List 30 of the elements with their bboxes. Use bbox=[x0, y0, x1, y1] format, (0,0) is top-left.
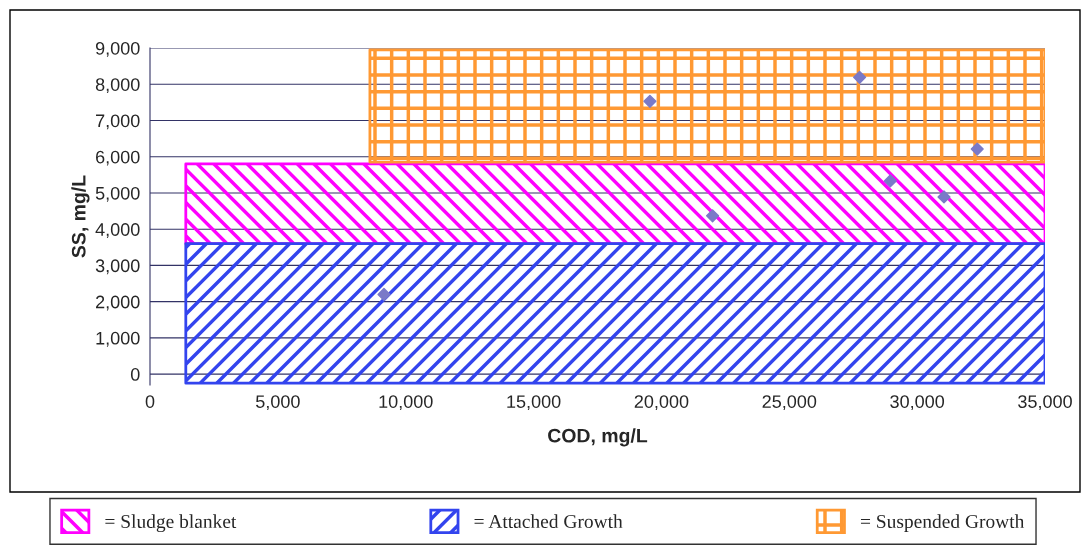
y-tick-label: 9,000 bbox=[95, 41, 140, 57]
point bbox=[883, 174, 897, 188]
y-tick-label: 3,000 bbox=[95, 259, 140, 275]
y-tick-label: 4,000 bbox=[95, 223, 140, 239]
y-tick-label: 2,000 bbox=[96, 295, 140, 311]
y-axis-title: SS, mg/L bbox=[71, 175, 90, 258]
x-tick-label: 0 bbox=[145, 395, 155, 408]
legend-label: = Attached Growth bbox=[474, 514, 623, 529]
y-tick-label: 8,000 bbox=[95, 78, 140, 94]
y-tick-label: 0 bbox=[130, 368, 140, 381]
point bbox=[705, 209, 720, 223]
point bbox=[937, 190, 951, 204]
x-tick-label: 15,000 bbox=[507, 395, 561, 411]
x-tick-label: 5,000 bbox=[255, 395, 300, 411]
legend-label: = Suspended Growth bbox=[860, 514, 1025, 532]
y-tick-label: 5,000 bbox=[95, 186, 140, 202]
x-axis-title: COD, mg/L bbox=[548, 428, 648, 447]
point bbox=[853, 70, 867, 84]
y-tick-label: 1,000 bbox=[96, 331, 140, 347]
x-tick-label: 25,000 bbox=[762, 395, 817, 411]
x-tick-label: 10,000 bbox=[379, 395, 433, 411]
point bbox=[970, 142, 984, 156]
x-tick-label: 35,000 bbox=[1018, 395, 1072, 411]
legend-label: = Sludge blanket bbox=[105, 514, 237, 533]
point bbox=[643, 94, 657, 108]
point bbox=[377, 287, 391, 301]
y-tick-label: 7,000 bbox=[96, 114, 140, 130]
y-tick-label: 6,000 bbox=[96, 150, 140, 166]
x-tick-label: 20,000 bbox=[634, 395, 689, 411]
x-tick-label: 30,000 bbox=[890, 395, 945, 411]
